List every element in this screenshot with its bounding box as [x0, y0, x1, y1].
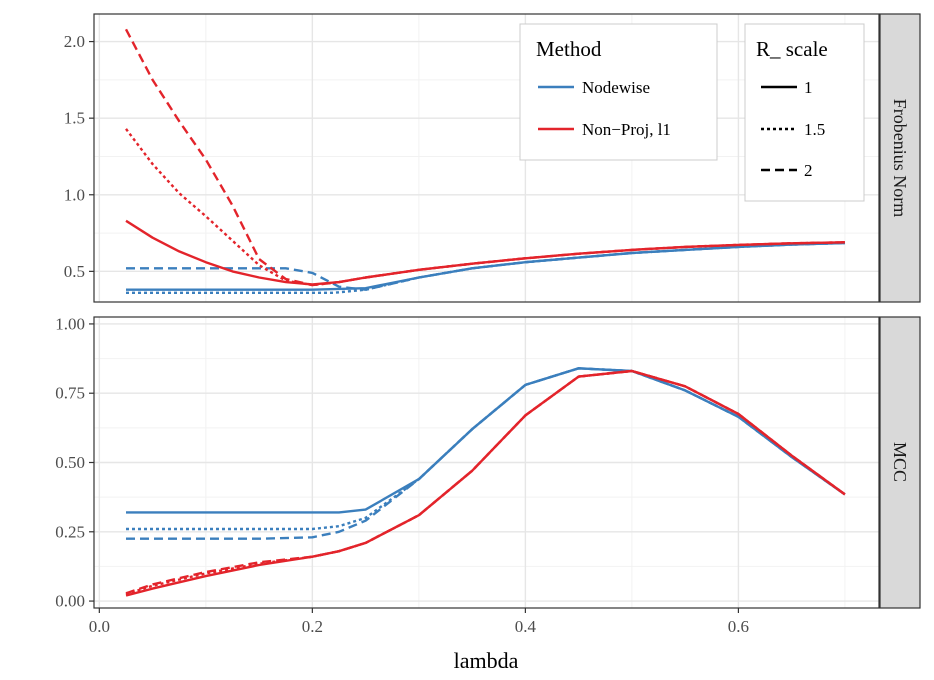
- legend-label-scale-1-5: 1.5: [804, 120, 825, 139]
- strip-background: [879, 316, 921, 609]
- legend-method-box: [519, 23, 718, 161]
- legend-label-scale-1: 1: [804, 78, 813, 97]
- series-nodewise-scale-2: [126, 367, 846, 540]
- legend-scale-box: [744, 23, 865, 202]
- strip-label-frobenius-norm: Frobenius Norm: [890, 99, 910, 218]
- panel-border: [93, 13, 880, 303]
- strip-label-mcc: MCC: [890, 442, 910, 482]
- strip: Frobenius Norm: [879, 13, 921, 303]
- strip-background: [879, 13, 921, 303]
- series-nodewise-scale-2: [126, 241, 845, 291]
- panel-mcc: MCC 0.00 0.25 0.50 0.75 1.00: [55, 314, 921, 611]
- x-tick-label: 0.2: [302, 617, 323, 636]
- legend-scale: R_ scale 1 1.5 2: [744, 23, 865, 202]
- y-tick-label: 0.50: [55, 453, 85, 472]
- x-tick-label: 0.6: [728, 617, 749, 636]
- x-axis: 0.0 0.2 0.4 0.6: [89, 608, 749, 636]
- series-non-proj-scale-2: [124, 28, 845, 287]
- strip: MCC: [879, 316, 921, 609]
- legend-scale-title: R_ scale: [756, 37, 828, 61]
- series-non-proj-scale-1-5: [125, 369, 846, 596]
- legend-label-nodewise: Nodewise: [582, 78, 650, 97]
- legend-method-title: Method: [536, 37, 602, 61]
- y-tick-label: 1.0: [64, 185, 85, 204]
- legend-label-non-proj: Non−Proj, l1: [582, 120, 671, 139]
- legend-label-scale-2: 2: [804, 161, 813, 180]
- y-tick-label: 2.0: [64, 32, 85, 51]
- y-tick-label: 1.00: [55, 314, 85, 333]
- y-tick-label: 1.5: [64, 109, 85, 128]
- y-tick-label: 0.00: [55, 592, 85, 611]
- series-non-proj-scale-2: [125, 369, 846, 595]
- x-tick-label: 0.4: [515, 617, 537, 636]
- x-tick-label: 0.0: [89, 617, 110, 636]
- y-tick-label: 0.75: [55, 384, 85, 403]
- y-tick-label: 0.25: [55, 522, 85, 541]
- x-axis-title: lambda: [454, 648, 519, 673]
- legend-method: Method Nodewise Non−Proj, l1: [519, 23, 718, 161]
- y-tick-label: 0.5: [64, 262, 85, 281]
